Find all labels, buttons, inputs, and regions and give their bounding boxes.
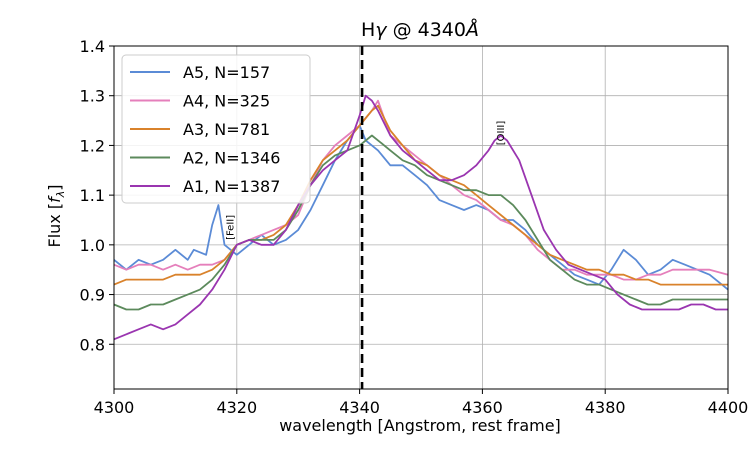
- series-line-5: [113, 94, 728, 341]
- y-tick-label: 1.2: [80, 136, 105, 155]
- y-tick-label: 1.3: [80, 87, 105, 106]
- x-tick-label: 4380: [585, 398, 626, 417]
- x-tick-label: 4360: [462, 398, 503, 417]
- legend-label: A2, N=1346: [183, 149, 280, 168]
- series-layer: [113, 94, 729, 341]
- y-tick-label: 0.9: [80, 286, 105, 305]
- legend: A5, N=157 A4, N=325 A3, N=781 A2, N=1346 A1,…: [121, 54, 311, 204]
- y-tick-label: 1.0: [80, 236, 105, 255]
- x-tick-label: 4300: [94, 398, 135, 417]
- legend-box: [121, 54, 311, 204]
- y-tick-label: 0.8: [80, 335, 105, 354]
- x-axis-label: wavelength [Angstrom, rest frame]: [279, 416, 561, 435]
- tick-layer: 4300 4320 4340 4360 4380 4400 0.8 0.9 1.0 1.1 1.2 1…: [80, 37, 749, 417]
- x-tick-label: 4340: [339, 398, 380, 417]
- legend-label: A5, N=157: [183, 63, 270, 82]
- x-tick-label: 4400: [708, 398, 749, 417]
- legend-label: A3, N=781: [183, 120, 270, 139]
- series-line-2: [113, 99, 729, 281]
- series-line-1: [113, 124, 729, 291]
- legend-label: A4, N=325: [183, 92, 270, 111]
- x-tick-label: 4320: [216, 398, 257, 417]
- y-tick-label: 1.4: [80, 37, 105, 56]
- chart-title: Hγ @ 4340Å: [361, 18, 479, 41]
- annotation-label: [FeII]: [226, 215, 237, 240]
- annotation-layer: [FeII] [OIII]: [226, 121, 507, 240]
- plot-frame: [113, 45, 729, 390]
- legend-label: A1, N=1387: [183, 177, 280, 196]
- y-tick-label: 1.1: [80, 186, 105, 205]
- annotation-label: [OIII]: [496, 121, 507, 146]
- y-axis-label: Flux [fλ]: [45, 185, 67, 248]
- series-line-4: [113, 134, 728, 311]
